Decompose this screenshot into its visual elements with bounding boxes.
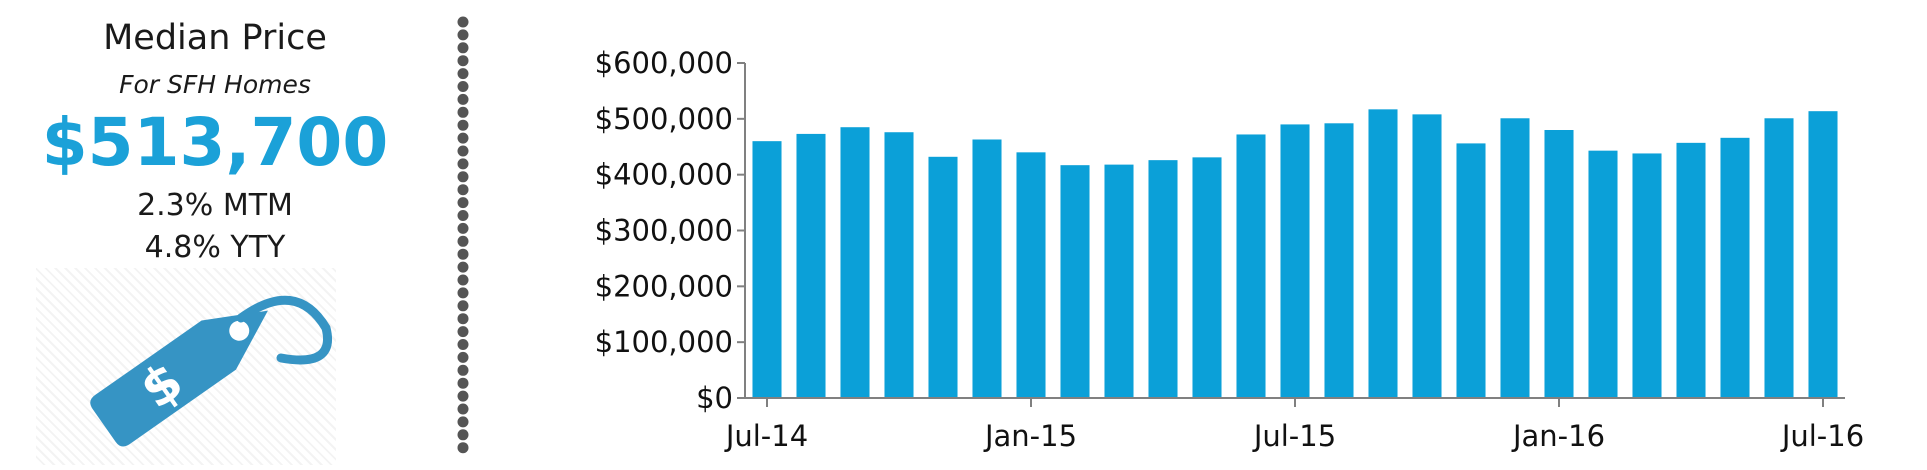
divider-dot [457,364,469,376]
bar-Jan-16 [1544,130,1574,398]
bar-May-16 [1720,137,1750,399]
bar-Jul-15 [1280,124,1310,399]
y-tick-label: $400,000 [595,158,733,192]
divider-dot [457,29,469,41]
y-tick-label: $0 [696,381,733,415]
y-tick-label: $200,000 [595,269,733,303]
bar-Oct-15 [1412,114,1442,398]
divider-dot [457,377,469,389]
y-tick-label: $600,000 [595,46,733,80]
y-tick-label: $300,000 [595,214,733,248]
divider-dot [457,442,469,454]
y-tick-label: $500,000 [595,102,733,136]
x-tick-label: Jul-16 [1780,419,1864,453]
bar-Jul-16 [1808,111,1838,398]
x-tick-label: Jul-14 [724,419,808,453]
divider-dot [457,313,469,325]
divider-dot [457,55,469,67]
mtm-change: 2.3% MTM [137,188,293,223]
panel-title: Median Price [103,18,327,58]
divider-dot [457,42,469,54]
divider-dot [457,16,469,28]
divider-dot [457,184,469,196]
price-tag-dollar-icon: $ [36,268,336,465]
bar-May-15 [1192,157,1222,398]
bar-Dec-15 [1500,118,1530,399]
divider-dot [457,222,469,234]
bar-Oct-14 [884,132,914,398]
yty-change: 4.8% YTY [144,230,286,265]
divider-dot [457,145,469,157]
bar-Nov-15 [1456,143,1486,398]
divider-dot [457,81,469,92]
bar-Jan-15 [1016,152,1046,398]
dotted-divider [457,16,469,454]
divider-dot [457,210,469,221]
divider-dot [457,132,469,144]
bar-Aug-15 [1324,123,1354,399]
bar-Aug-14 [796,133,826,398]
divider-dot [457,300,469,312]
bar-Jun-16 [1764,118,1794,399]
divider-dot [457,287,469,299]
bar-Sep-14 [840,127,870,398]
divider-dot [457,416,469,428]
bar-Feb-15 [1060,165,1090,398]
divider-dot [457,339,469,350]
divider-dot [457,158,469,170]
bar-Nov-14 [928,156,958,398]
divider-dot [457,68,469,80]
x-tick-label: Jan-15 [983,419,1077,453]
divider-dot [457,197,469,209]
x-tick-label: Jan-16 [1511,419,1605,453]
divider-dot [457,248,469,260]
divider-dot [457,429,469,441]
summary-panel: Median Price For SFH Homes $513,700 2.3%… [0,0,430,465]
divider-dot [457,261,469,273]
bar-Apr-16 [1676,142,1706,398]
bar-series [752,109,1838,399]
bar-Dec-14 [972,139,1002,398]
bar-Feb-16 [1588,150,1618,398]
divider-dot [457,403,469,415]
x-axis: Jul-14 Jan-15 Jul-15 Jan-16 Jul-16 [724,397,1864,453]
median-price-bar-chart: $0 $100,000 $200,000 $300,000 $400,000 $500,0… [595,46,1865,453]
y-tick-label: $100,000 [595,325,733,359]
median-price-value: $513,700 [41,104,389,181]
divider-dot [457,351,469,363]
bar-Apr-15 [1148,160,1178,398]
divider-dot [457,119,469,131]
y-axis: $0 $100,000 $200,000 $300,000 $400,000 $500,0… [595,46,746,415]
bar-Jul-14 [752,141,782,398]
divider-dot [457,390,469,402]
bar-Sep-15 [1368,109,1398,398]
divider-dot [457,93,469,105]
divider-dot [457,235,469,247]
bar-Mar-16 [1632,153,1662,398]
divider-dot [457,326,469,338]
panel-subtitle: For SFH Homes [119,70,311,99]
divider-dot [457,106,469,118]
bar-Jun-15 [1236,134,1266,398]
divider-dot [457,171,469,183]
divider-dot [457,274,469,286]
bar-Mar-15 [1104,164,1134,398]
x-tick-label: Jul-15 [1252,419,1336,453]
